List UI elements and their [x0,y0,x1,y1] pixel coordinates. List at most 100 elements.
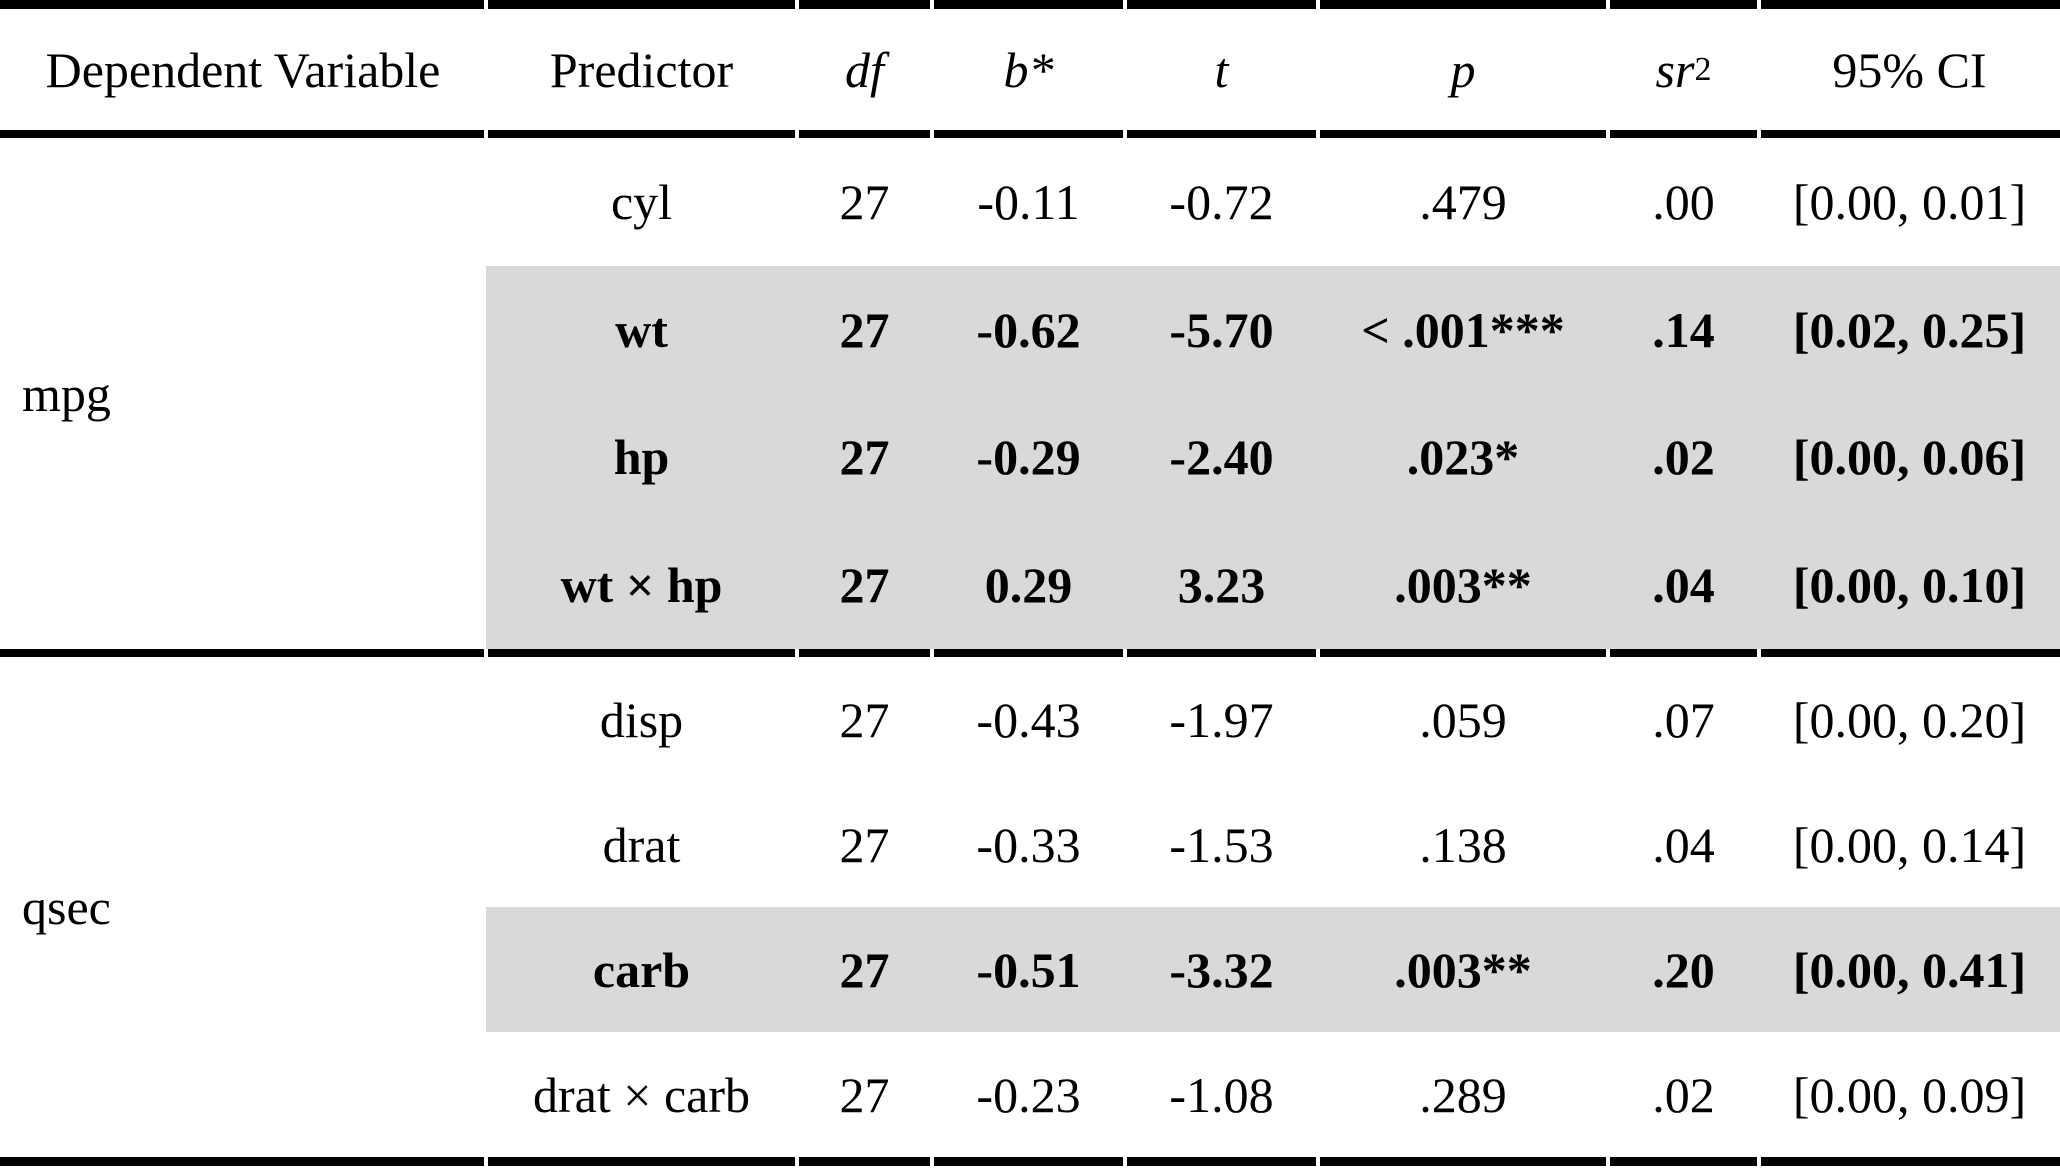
rule-gap [795,0,799,9]
cell-sr2: .00 [1652,173,1715,230]
cell-t: -1.53 [1169,816,1274,873]
rule-gap [1123,649,1127,657]
rule-gap [930,649,934,657]
cell-p: .059 [1419,691,1507,748]
data-row: hp 27 -0.29 -2.40 .023* .02 [0.00, 0.06] [0,393,2060,522]
col-header-label: t [1214,41,1229,98]
col-header-label: p [1450,41,1476,98]
col-header-label: sr [1655,41,1695,98]
rule-gap [1757,0,1761,9]
rule-gap [795,130,799,138]
cell-b: -0.29 [976,429,1081,486]
data-row: carb 27 -0.51 -3.32 .003** .20 [0.00, 0.41] [0,907,2060,1032]
rule-gap [1757,130,1761,138]
rule-gap [1123,130,1127,138]
rule-gap [484,649,488,657]
rule-gap [1606,0,1610,9]
col-header-sr2: sr 2 [1655,41,1712,98]
data-row: drat × carb 27 -0.23 -1.08 .289 .02 [0.00, 0.0… [0,1032,2060,1157]
cell-ci: [0.00, 0.06] [1792,429,2027,486]
rule-gap [1757,649,1761,657]
cell-t: -1.08 [1169,1066,1274,1123]
dv-column-spacer [0,1032,486,1157]
dv-label: qsec [22,879,111,935]
row-cells: drat × carb 27 -0.23 -1.08 .289 .02 [0.00, 0.0… [486,1032,2060,1157]
cell-sr2: .04 [1652,816,1715,873]
cell-df: 27 [839,941,890,998]
dv-group-qsec: qsec disp 27 -0.43 -1.97 .059 .07 [0.00, 0.20]… [0,657,2060,1157]
cell-predictor: drat [602,816,681,873]
cell-predictor: cyl [610,173,673,230]
col-header-label: df [845,41,884,98]
cell-p: .289 [1419,1066,1507,1123]
row-cells: cyl 27 -0.11 -0.72 .479 .00 [0.00, 0.01] [486,138,2060,266]
data-row: wt × hp 27 0.29 3.23 .003** .04 [0.00, 0.10] [0,521,2060,649]
highlighted-row-cells: wt 27 -0.62 -5.70 < .001*** .14 [0.02, 0.25] [486,265,2060,394]
cell-t: 3.23 [1177,557,1266,614]
cell-predictor: drat × carb [533,1066,750,1123]
highlighted-row-cells: hp 27 -0.29 -2.40 .023* .02 [0.00, 0.06] [486,393,2060,522]
col-header-predictor: Predictor [486,9,797,130]
rule-gap [484,130,488,138]
cell-b: -0.23 [976,1066,1081,1123]
cell-predictor: wt × hp [560,557,723,614]
data-row: disp 27 -0.43 -1.97 .059 .07 [0.00, 0.20] [0,657,2060,782]
col-header-label: 95% CI [1832,41,1987,98]
cell-predictor: disp [599,691,684,748]
rule-header [0,130,2060,138]
cell-b: -0.11 [977,173,1080,230]
cell-t: -3.32 [1169,941,1274,998]
rule-top [0,0,2060,9]
rule-gap [1123,1157,1127,1166]
cell-ci: [0.00, 0.14] [1792,816,2027,873]
cell-ci: [0.00, 0.41] [1792,941,2027,998]
cell-ci: [0.02, 0.25] [1792,301,2027,358]
cell-df: 27 [839,173,890,230]
cell-sr2: .02 [1652,1066,1715,1123]
col-header-df: df [797,9,932,130]
cell-predictor: carb [592,941,691,998]
rule-gap [1606,649,1610,657]
cell-p: .003** [1394,941,1532,998]
col-header-95-ci: 95% CI [1759,9,2060,130]
data-row: drat 27 -0.33 -1.53 .138 .04 [0.00, 0.14] [0,782,2060,907]
col-header-label: Dependent Variable [45,41,441,98]
col-header-t: t [1125,9,1318,130]
cell-ci: [0.00, 0.10] [1792,557,2027,614]
cell-df: 27 [839,816,890,873]
dv-column-spacer [0,657,486,782]
rule-gap [1316,0,1320,9]
dv-column-spacer [0,521,486,649]
cell-p: .003** [1394,557,1532,614]
rule-gap [930,0,934,9]
col-header-dependent-variable: Dependent Variable [0,9,486,130]
cell-b: -0.62 [976,301,1081,358]
data-row: cyl 27 -0.11 -0.72 .479 .00 [0.00, 0.01] [0,138,2060,266]
col-header-label: Predictor [549,41,734,98]
col-header-b-star: b* [932,9,1125,130]
rule-gap [930,130,934,138]
cell-p: < .001*** [1361,301,1565,358]
highlighted-row-cells: wt × hp 27 0.29 3.23 .003** .04 [0.00, 0.10] [486,521,2060,649]
col-header-p: p [1318,9,1608,130]
rule-gap [795,1157,799,1166]
cell-b: -0.51 [976,941,1081,998]
cell-b: 0.29 [984,557,1073,614]
cell-df: 27 [839,557,890,614]
cell-df: 27 [839,301,890,358]
cell-df: 27 [839,429,890,486]
cell-ci: [0.00, 0.01] [1792,173,2027,230]
dv-label: mpg [22,365,111,422]
cell-predictor: hp [613,429,670,486]
cell-ci: [0.00, 0.09] [1792,1066,2027,1123]
rule-gap [1316,1157,1320,1166]
cell-p: .479 [1419,173,1507,230]
rule-gap [1123,0,1127,9]
rule-gap [1316,649,1320,657]
rule-gap [484,0,488,9]
cell-predictor: wt [615,301,668,358]
highlighted-row-cells: carb 27 -0.51 -3.32 .003** .20 [0.00, 0.41] [486,907,2060,1032]
row-cells: disp 27 -0.43 -1.97 .059 .07 [0.00, 0.20] [486,657,2060,782]
rule-gap [484,1157,488,1166]
